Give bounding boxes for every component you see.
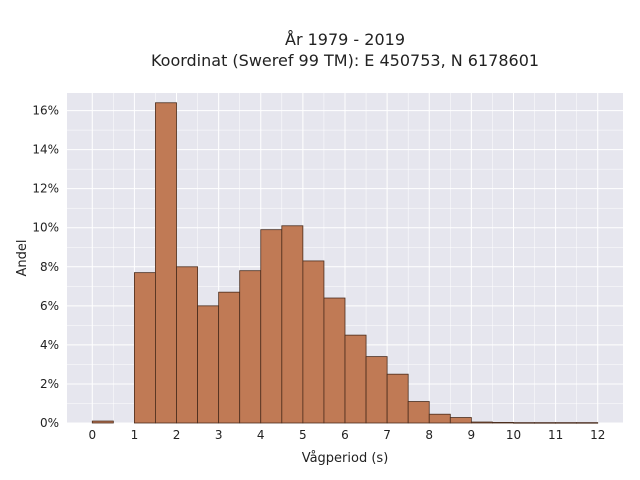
histogram-bar: [218, 291, 241, 424]
y-axis-ticks: 0% 2% 4% 6% 8% 10% 12% 14% 16%: [32, 104, 59, 430]
x-axis-ticks: 0 1 2 3 4 5 6 7 8 9 10 11 12: [88, 428, 605, 442]
x-tick-label: 12: [590, 428, 605, 442]
histogram-bar: [302, 260, 325, 424]
x-tick-label: 1: [131, 428, 139, 442]
y-tick-label: 2%: [40, 377, 59, 391]
histogram-bar: [407, 401, 430, 424]
x-tick-label: 10: [506, 428, 521, 442]
histogram-bar: [365, 356, 388, 424]
histogram-bar: [555, 422, 578, 424]
histogram-bar: [197, 305, 220, 424]
histogram-bar: [428, 413, 451, 424]
x-tick-label: 3: [215, 428, 223, 442]
histogram-bar: [492, 422, 514, 424]
y-tick-label: 12%: [32, 182, 59, 196]
x-tick-label: 2: [173, 428, 181, 442]
x-tick-label: 4: [257, 428, 265, 442]
x-tick-label: 6: [341, 428, 349, 442]
y-tick-label: 14%: [32, 143, 59, 157]
x-tick-label: 5: [299, 428, 307, 442]
y-axis-label: Andel: [15, 240, 30, 277]
y-tick-label: 6%: [40, 299, 59, 313]
x-tick-label: 8: [425, 428, 433, 442]
histogram-bar: [155, 102, 177, 424]
chart-subtitle: Koordinat (Sweref 99 TM): E 450753, N 61…: [151, 51, 539, 70]
histogram-bar: [386, 373, 409, 424]
histogram-bar: [513, 422, 535, 424]
histogram-bar: [91, 420, 114, 424]
histogram-bar: [260, 229, 283, 424]
histogram-bar: [576, 422, 599, 424]
y-tick-label: 10%: [32, 221, 59, 235]
chart-title: År 1979 - 2019: [285, 30, 405, 49]
y-tick-label: 8%: [40, 260, 59, 274]
bars: [91, 102, 599, 424]
histogram-bar: [470, 421, 493, 424]
y-tick-label: 4%: [40, 338, 59, 352]
histogram-bar: [281, 225, 304, 424]
x-tick-label: 7: [383, 428, 391, 442]
histogram-bar: [534, 422, 557, 424]
histogram-bar: [344, 334, 367, 424]
x-axis-label: Vågperiod (s): [302, 451, 389, 466]
x-tick-label: 0: [88, 428, 96, 442]
histogram-bar: [176, 266, 198, 424]
histogram-bar: [239, 270, 262, 424]
y-tick-label: 0%: [40, 416, 59, 430]
histogram-bar: [323, 297, 346, 424]
histogram-bar: [133, 272, 156, 424]
x-tick-label: 9: [468, 428, 476, 442]
y-tick-label: 16%: [32, 104, 59, 118]
x-tick-label: 11: [548, 428, 563, 442]
histogram-bar: [449, 417, 472, 424]
